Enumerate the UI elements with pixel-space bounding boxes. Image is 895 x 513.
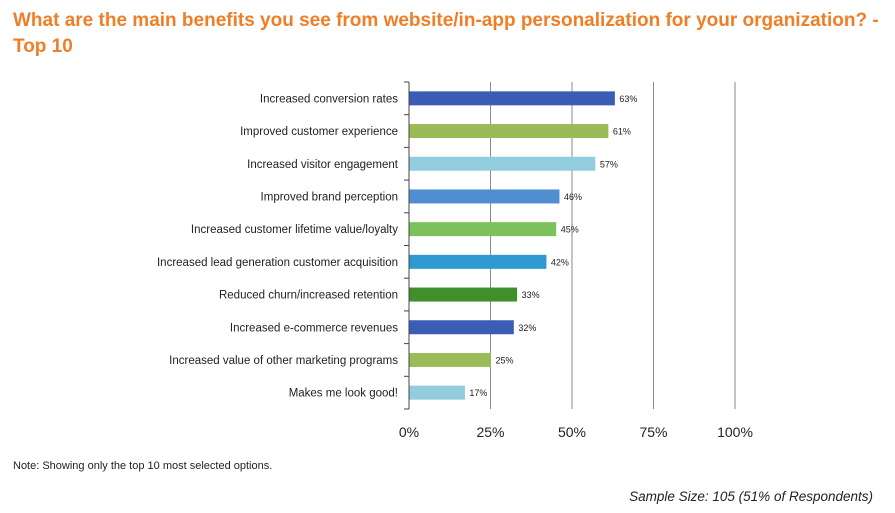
category-label: Increased e-commerce revenues (230, 322, 398, 334)
bar (409, 91, 615, 106)
bar (409, 352, 491, 367)
x-axis-ticks: 0% 25% 50% 75% 100% (399, 424, 753, 440)
value-label: 45% (561, 225, 579, 235)
x-tick-label: 100% (717, 424, 753, 440)
x-tick-label: 25% (476, 424, 504, 440)
category-label: Increased customer lifetime value/loyalt… (191, 224, 398, 236)
bar (409, 385, 465, 400)
category-label: Increased conversion rates (260, 93, 398, 105)
x-tick-label: 75% (639, 424, 667, 440)
category-labels: Increased conversion rates Improved custo… (157, 93, 399, 399)
sample-size: Sample Size: 105 (51% of Respondents) (629, 489, 873, 504)
value-label: 57% (600, 159, 618, 169)
bar (409, 254, 547, 269)
bar (409, 156, 596, 171)
footnote: Note: Showing only the top 10 most selec… (13, 460, 273, 472)
value-label: 33% (522, 290, 540, 300)
value-labels: 63% 61% 57% 46% 45% 42% 33% 32% 25% 17% (469, 94, 637, 398)
bar (409, 124, 609, 139)
bars (409, 91, 615, 400)
x-tick-label: 50% (558, 424, 586, 440)
chart-title: What are the main benefits you see from … (13, 10, 879, 57)
value-label: 17% (469, 388, 487, 398)
x-tick-label: 0% (399, 424, 419, 440)
category-label: Reduced churn/increased retention (219, 290, 398, 302)
category-label: Improved brand perception (261, 191, 398, 203)
category-label: Increased visitor engagement (247, 159, 399, 171)
value-label: 42% (551, 257, 569, 267)
value-label: 25% (496, 355, 514, 365)
category-label: Increased lead generation customer acqui… (157, 257, 398, 269)
value-label: 32% (518, 323, 536, 333)
bar (409, 189, 560, 204)
value-label: 46% (564, 192, 582, 202)
category-label: Makes me look good! (289, 388, 398, 400)
category-label: Improved customer experience (240, 126, 398, 138)
bar (409, 320, 514, 335)
value-label: 61% (613, 127, 631, 137)
bar (409, 287, 518, 302)
value-label: 63% (619, 94, 637, 104)
category-label: Increased value of other marketing progr… (169, 355, 398, 367)
bar (409, 222, 557, 237)
